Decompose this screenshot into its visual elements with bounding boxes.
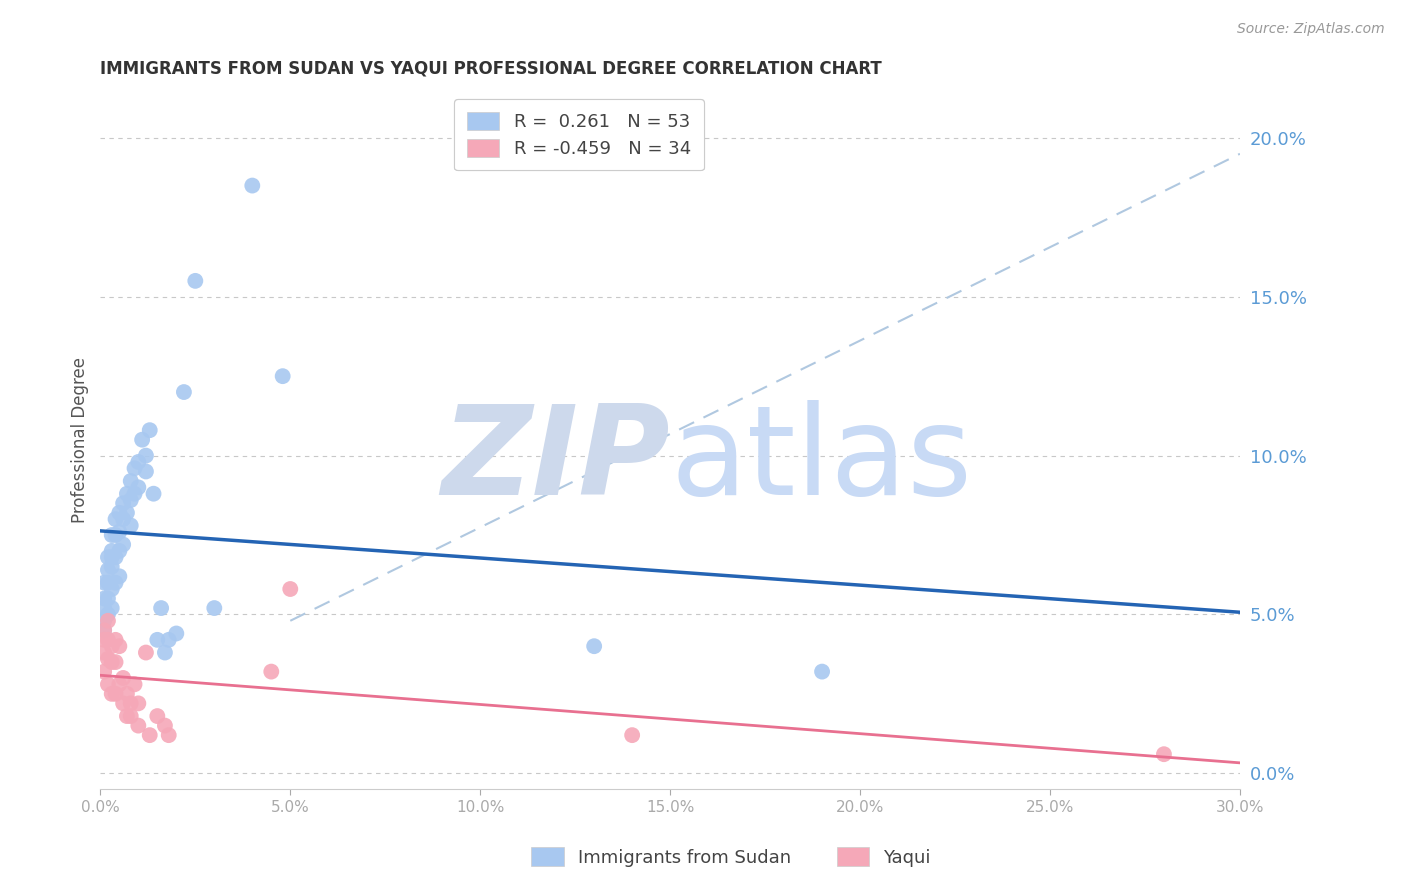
Point — [240, 178, 263, 193]
Point — [157, 728, 180, 742]
Legend: R =  0.261   N = 53, R = -0.459   N = 34: R = 0.261 N = 53, R = -0.459 N = 34 — [454, 99, 704, 170]
Point — [108, 506, 131, 520]
Point — [150, 601, 173, 615]
Point — [165, 626, 187, 640]
Point — [100, 639, 122, 653]
Point — [112, 537, 135, 551]
Point — [811, 665, 834, 679]
Point — [104, 550, 127, 565]
Point — [112, 671, 135, 685]
Point — [135, 449, 157, 463]
Point — [93, 646, 115, 660]
Legend: Immigrants from Sudan, Yaqui: Immigrants from Sudan, Yaqui — [524, 840, 938, 874]
Point — [142, 486, 165, 500]
Point — [93, 665, 115, 679]
Point — [135, 465, 157, 479]
Point — [93, 575, 115, 590]
Y-axis label: Professional Degree: Professional Degree — [72, 357, 89, 523]
Text: Source: ZipAtlas.com: Source: ZipAtlas.com — [1237, 22, 1385, 37]
Point — [184, 274, 207, 288]
Point — [97, 607, 120, 622]
Point — [115, 486, 138, 500]
Point — [97, 550, 120, 565]
Point — [115, 506, 138, 520]
Point — [93, 624, 115, 638]
Point — [112, 512, 135, 526]
Point — [278, 582, 301, 596]
Point — [120, 709, 142, 723]
Point — [120, 474, 142, 488]
Point — [146, 632, 169, 647]
Point — [120, 493, 142, 508]
Point — [127, 480, 149, 494]
Point — [115, 687, 138, 701]
Point — [100, 550, 122, 565]
Point — [131, 433, 153, 447]
Point — [104, 575, 127, 590]
Point — [120, 518, 142, 533]
Point — [127, 455, 149, 469]
Point — [621, 728, 644, 742]
Point — [157, 632, 180, 647]
Point — [97, 591, 120, 606]
Point — [100, 601, 122, 615]
Point — [112, 697, 135, 711]
Point — [124, 677, 146, 691]
Point — [153, 646, 176, 660]
Point — [108, 569, 131, 583]
Point — [100, 528, 122, 542]
Point — [127, 718, 149, 732]
Point — [104, 528, 127, 542]
Point — [93, 632, 115, 647]
Point — [93, 624, 115, 638]
Point — [271, 369, 294, 384]
Point — [104, 512, 127, 526]
Point — [100, 582, 122, 596]
Point — [97, 632, 120, 647]
Text: atlas: atlas — [671, 401, 973, 521]
Point — [104, 632, 127, 647]
Point — [115, 709, 138, 723]
Point — [100, 655, 122, 669]
Point — [173, 385, 195, 400]
Point — [138, 728, 160, 742]
Point — [146, 709, 169, 723]
Point — [138, 423, 160, 437]
Point — [104, 655, 127, 669]
Point — [112, 496, 135, 510]
Point — [97, 614, 120, 628]
Point — [93, 591, 115, 606]
Point — [93, 601, 115, 615]
Point — [108, 677, 131, 691]
Point — [100, 687, 122, 701]
Point — [120, 697, 142, 711]
Text: IMMIGRANTS FROM SUDAN VS YAQUI PROFESSIONAL DEGREE CORRELATION CHART: IMMIGRANTS FROM SUDAN VS YAQUI PROFESSIO… — [100, 60, 882, 78]
Point — [100, 544, 122, 558]
Point — [1153, 747, 1175, 762]
Point — [97, 652, 120, 666]
Point — [124, 461, 146, 475]
Text: ZIP: ZIP — [441, 401, 671, 521]
Point — [97, 563, 120, 577]
Point — [202, 601, 225, 615]
Point — [135, 646, 157, 660]
Point — [97, 575, 120, 590]
Point — [583, 639, 606, 653]
Point — [260, 665, 283, 679]
Point — [97, 677, 120, 691]
Point — [124, 486, 146, 500]
Point — [127, 697, 149, 711]
Point — [108, 544, 131, 558]
Point — [93, 614, 115, 628]
Point — [153, 718, 176, 732]
Point — [108, 524, 131, 539]
Point — [100, 559, 122, 574]
Point — [108, 639, 131, 653]
Point — [104, 687, 127, 701]
